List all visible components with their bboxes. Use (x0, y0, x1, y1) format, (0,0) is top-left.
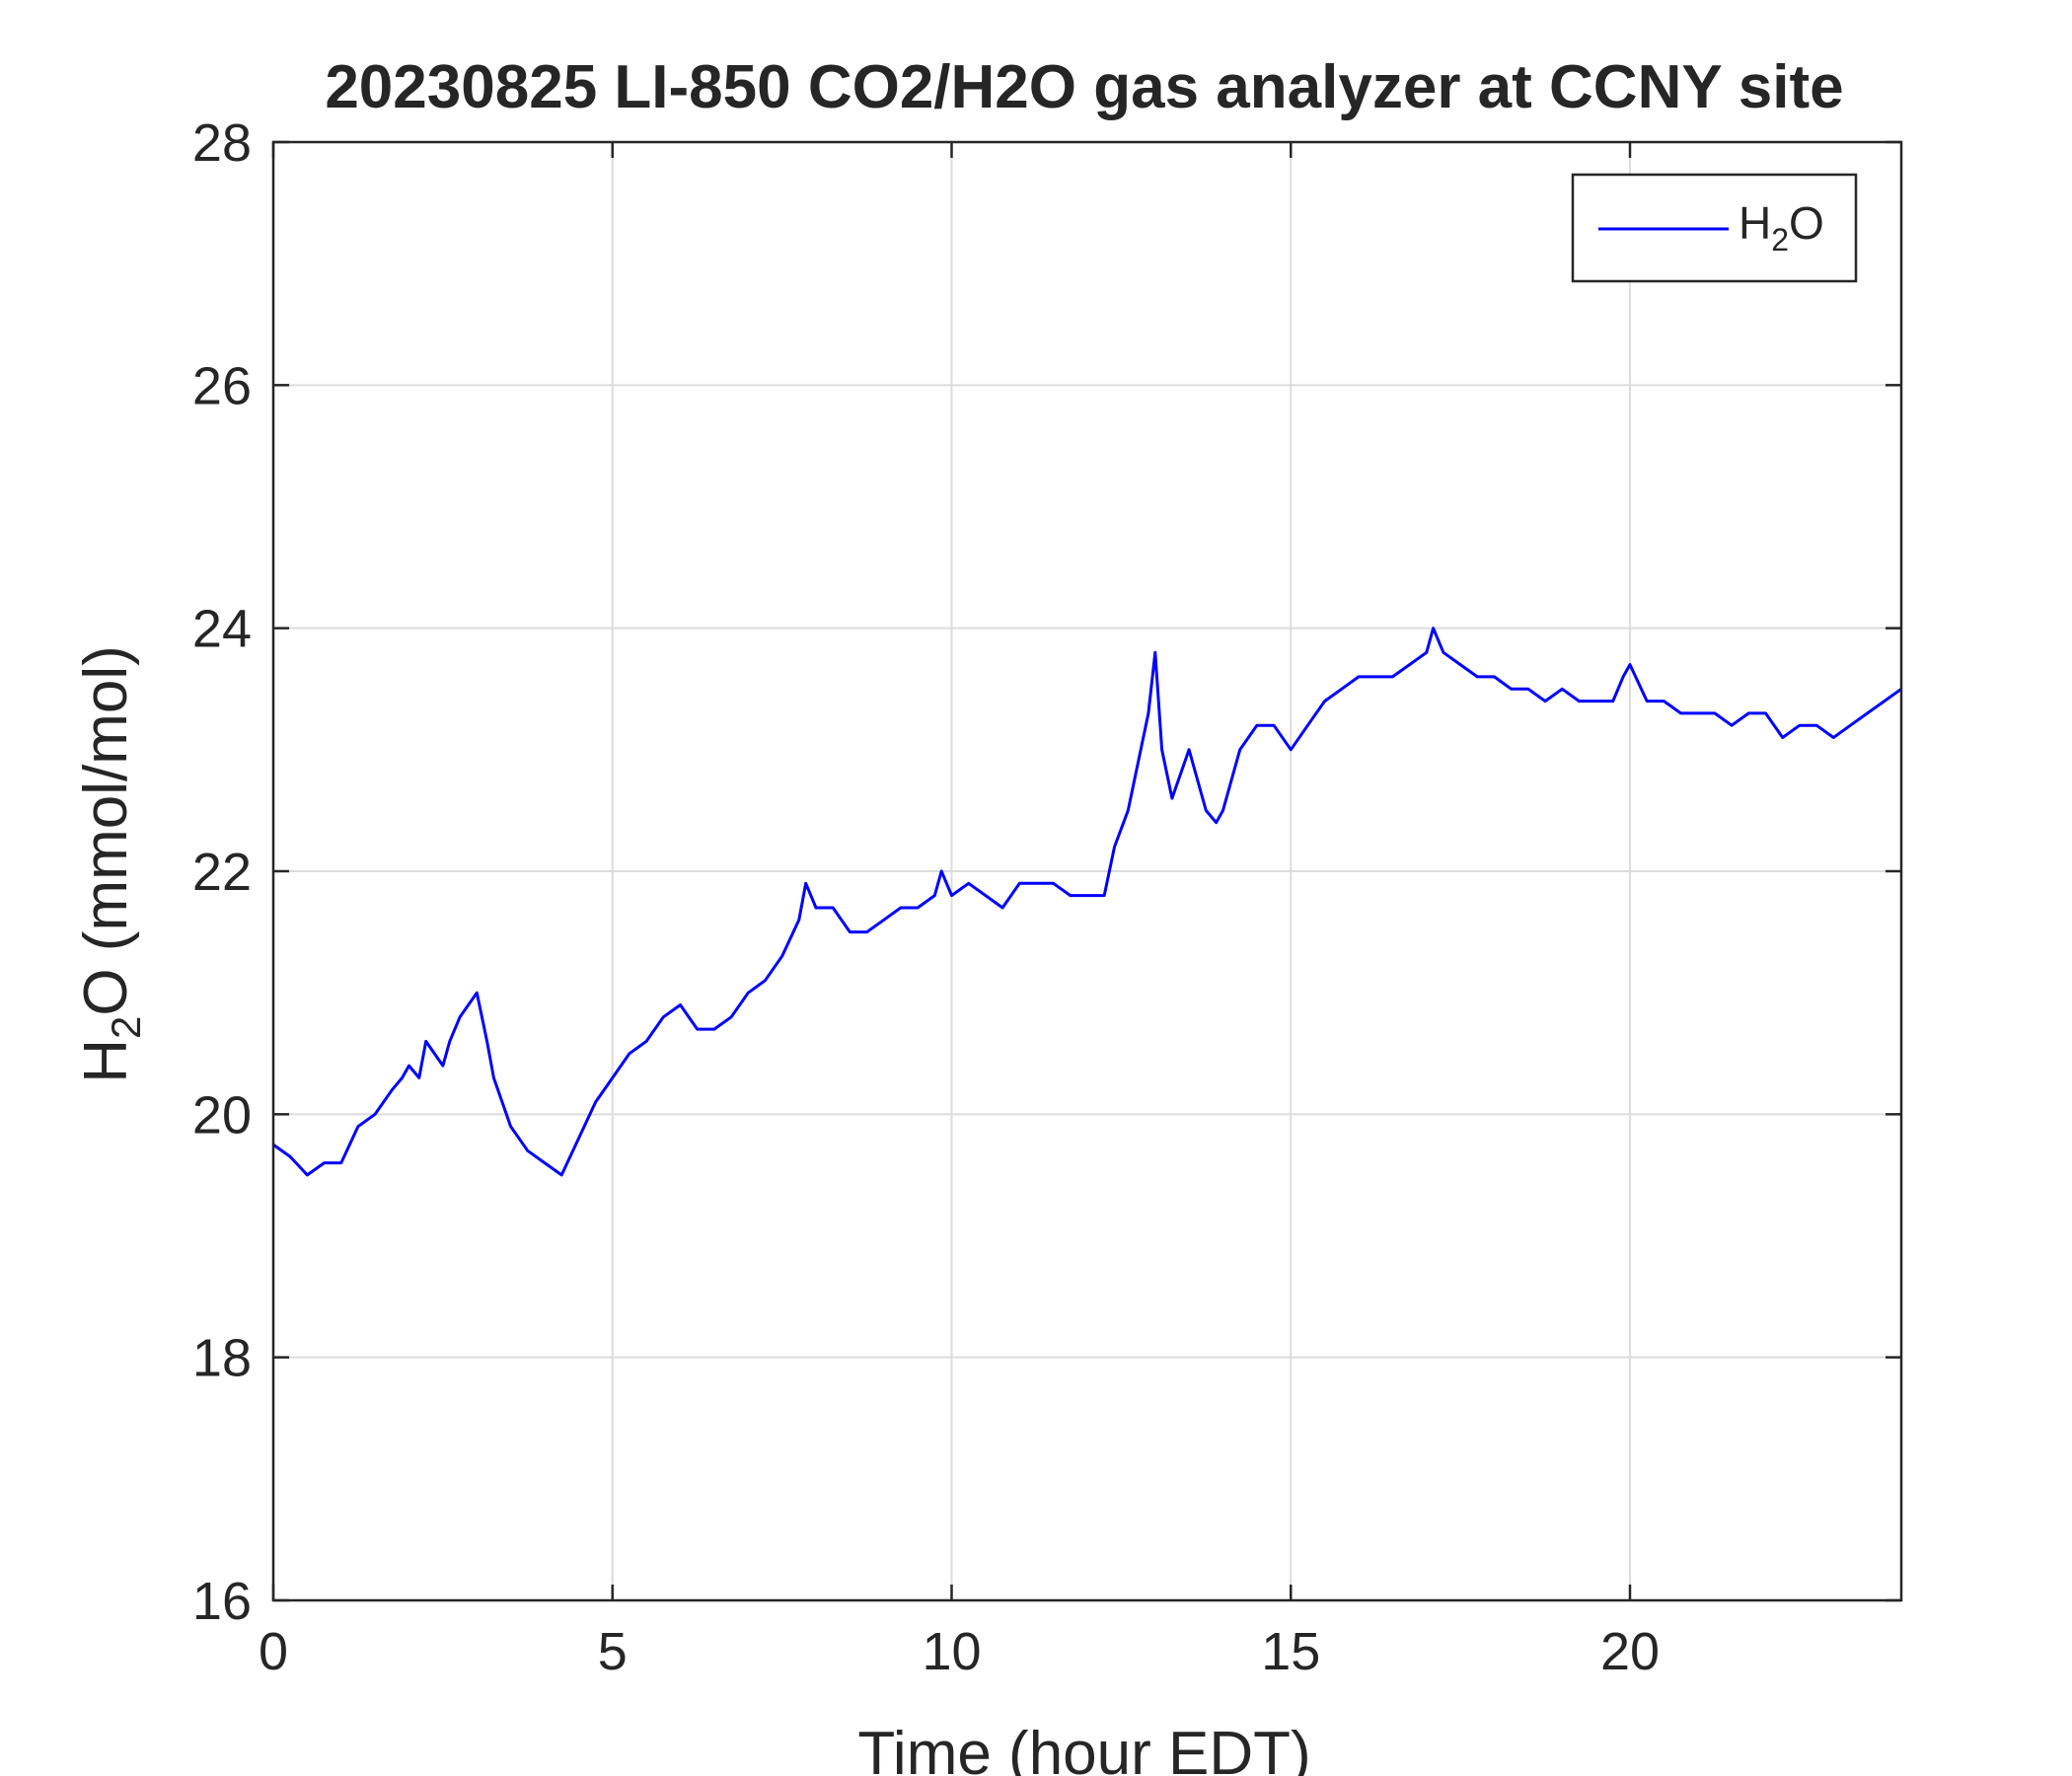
legend: H2O (1571, 173, 1858, 283)
y-tick-label: 26 (192, 356, 252, 415)
x-tick-label: 0 (259, 1622, 288, 1681)
x-tick-label: 20 (1600, 1622, 1660, 1681)
legend-entry-subscript: 2 (1771, 222, 1789, 258)
y-tick-label: 16 (192, 1572, 252, 1631)
y-axis-label-main: H (72, 1039, 140, 1083)
legend-entry-rest: O (1789, 197, 1824, 249)
y-tick-label: 20 (192, 1085, 252, 1145)
grid-lines (273, 142, 1901, 1600)
y-tick-label: 24 (192, 600, 252, 659)
h2o-series-line (272, 627, 1902, 1177)
legend-entry: H2O (1739, 197, 1824, 258)
x-axis-label: Time (hour EDT) (857, 1720, 1310, 1776)
legend-entry-main: H (1739, 197, 1771, 249)
y-tick-label: 18 (192, 1329, 252, 1388)
plot-area (272, 627, 1902, 1177)
axis-ticks: 0 5 10 15 20 16 18 20 22 24 26 28 (192, 113, 1903, 1681)
x-tick-label: 15 (1261, 1622, 1320, 1681)
chart-title: 20230825 LI-850 CO2/H2O gas analyzer at … (325, 53, 1843, 121)
y-tick-label: 22 (192, 843, 252, 902)
y-axis-label-subscript: 2 (103, 1016, 149, 1039)
x-tick-label: 10 (922, 1622, 981, 1681)
y-axis-label-rest: O (mmol/mol) (72, 645, 140, 1015)
y-tick-label: 28 (192, 113, 252, 173)
x-tick-label: 5 (598, 1622, 628, 1681)
y-axis-label: H2O (mmol/mol) (72, 645, 149, 1083)
